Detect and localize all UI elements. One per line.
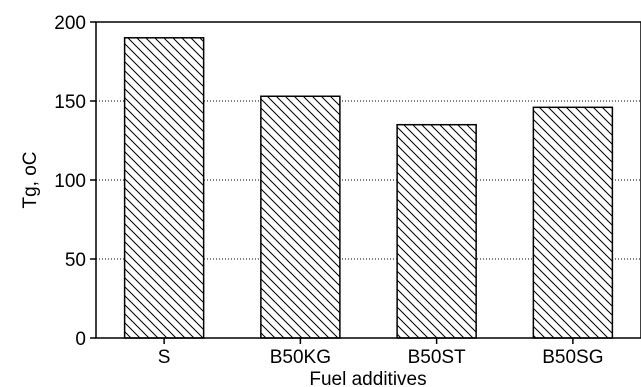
x-tick-label-b50st: B50ST [408, 347, 466, 368]
y-tick-label-200: 200 [54, 13, 86, 34]
bar-b50sg [532, 106, 614, 339]
x-tick-label-b50sg: B50SG [542, 347, 603, 368]
bars [123, 37, 614, 339]
y-axis-title: Tg, oC [20, 151, 41, 208]
bar-s [123, 37, 205, 339]
y-axis: 0 50 100 150 200 [54, 13, 96, 350]
bar-b50kg [260, 95, 341, 339]
y-tick-label-150: 150 [54, 92, 86, 113]
x-tick-label-b50kg: B50KG [270, 347, 331, 368]
y-tick-label-100: 100 [54, 171, 86, 192]
y-tick-label-50: 50 [65, 250, 86, 271]
y-tick-label-0: 0 [75, 329, 86, 350]
x-axis: S B50KG B50ST B50SG [158, 338, 604, 368]
bar-b50st [396, 123, 477, 339]
x-axis-title: Fuel additives [309, 369, 426, 387]
x-tick-label-s: S [158, 347, 171, 368]
